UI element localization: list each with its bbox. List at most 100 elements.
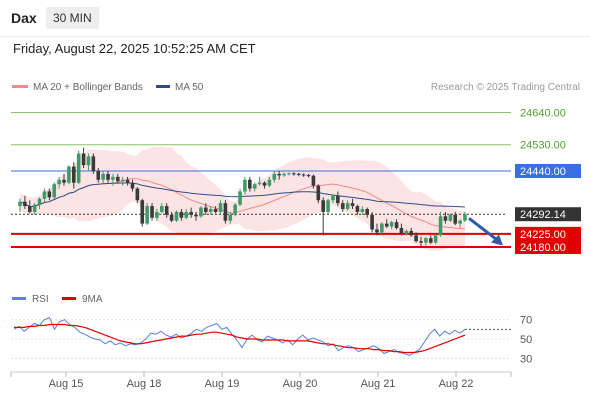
candle-body xyxy=(106,173,110,180)
rsi-legend-label: RSI xyxy=(32,294,49,305)
forecast-arrow-head xyxy=(491,234,503,246)
x-tick-label: Aug 15 xyxy=(49,378,84,390)
candle-body xyxy=(321,200,325,212)
candle-body xyxy=(443,216,448,221)
candle-body xyxy=(238,191,242,205)
rsi-panel: 70 50 30 xyxy=(11,315,532,365)
candle-body xyxy=(414,235,418,242)
candle-body xyxy=(292,173,296,175)
rsi-tick-label: 50 xyxy=(520,334,532,346)
x-tick-label: Aug 21 xyxy=(361,378,396,390)
candle-body xyxy=(243,179,247,192)
x-tick-label: Aug 20 xyxy=(283,378,318,390)
candle-body xyxy=(365,209,369,215)
level-tag-4 xyxy=(515,226,581,241)
candle-body xyxy=(111,176,115,180)
credit-label: Research © 2025 Trading Central xyxy=(431,82,580,93)
candle-body xyxy=(360,209,365,212)
level-tag-2 xyxy=(515,164,581,178)
candle-body xyxy=(438,216,443,236)
candle-body xyxy=(67,166,71,183)
candle-body xyxy=(336,195,340,204)
candle-body xyxy=(394,222,399,228)
candle-body xyxy=(204,207,208,212)
candle-body xyxy=(37,198,42,205)
candle-body xyxy=(174,211,179,221)
level-label-5: 24180.00 xyxy=(520,242,566,254)
candle-body xyxy=(135,188,140,201)
candle-body xyxy=(71,166,76,183)
candle-body xyxy=(233,204,237,215)
candle-body xyxy=(120,179,125,182)
candle-body xyxy=(453,214,458,224)
candle-body xyxy=(248,179,252,189)
candle-body xyxy=(62,179,66,183)
candle-body xyxy=(262,182,267,186)
level-label-0: 24640.00 xyxy=(520,108,566,120)
level-label-4: 24225.00 xyxy=(520,229,566,241)
symbol-title: Dax xyxy=(11,10,37,26)
candle-body xyxy=(199,207,203,217)
candle-body xyxy=(277,173,281,176)
ma20-legend-swatch xyxy=(12,85,28,88)
level-label-3: 24292.14 xyxy=(520,209,566,221)
candle-body xyxy=(389,222,394,227)
chart-datetime: Friday, August 22, 2025 10:52:25 AM CET xyxy=(13,41,256,56)
timeframe-button[interactable]: 30 MIN xyxy=(46,7,99,29)
candle-body xyxy=(145,206,149,224)
candle-body xyxy=(311,175,316,186)
level-tag-5 xyxy=(515,240,581,254)
candle-body xyxy=(125,179,130,183)
candle-body xyxy=(404,230,409,234)
ma20-legend-label: MA 20 + Bollinger Bands xyxy=(33,82,143,93)
candle-body xyxy=(252,184,257,189)
candle-body xyxy=(463,214,467,221)
candle-body xyxy=(428,238,433,243)
candle-body xyxy=(282,173,286,176)
candle-body xyxy=(316,185,321,201)
candle-body xyxy=(213,209,218,212)
candle-body xyxy=(331,195,335,201)
candle-body xyxy=(223,203,228,221)
candle-body xyxy=(116,176,120,182)
moving-average-layer xyxy=(19,178,466,230)
candle-body xyxy=(91,156,96,171)
candle-body xyxy=(424,238,428,243)
candle-body xyxy=(179,211,184,218)
candle-body xyxy=(189,211,193,215)
candle-body xyxy=(370,214,374,230)
rsi-tick-label: 70 xyxy=(520,315,532,327)
candle-body xyxy=(267,179,272,186)
candle-body xyxy=(419,241,423,243)
level-label-1: 24530.00 xyxy=(520,140,566,152)
level-lines-layer: 24640.00 24530.00 24440.00 24292.14 24225.00… xyxy=(11,108,581,254)
rsi-legend-swatch xyxy=(12,297,26,300)
ma9-line xyxy=(14,323,466,354)
level-tag-3 xyxy=(515,207,581,222)
candle-body xyxy=(86,156,91,166)
candle-body xyxy=(155,211,159,218)
candle-body xyxy=(306,175,311,177)
candle-body xyxy=(355,206,360,212)
candle-body xyxy=(160,206,164,212)
candle-body xyxy=(96,171,101,180)
candle-body xyxy=(81,153,86,166)
candle-body xyxy=(340,203,345,209)
candle-body xyxy=(228,214,233,221)
candle-body xyxy=(433,235,438,243)
ma9-legend-swatch xyxy=(62,297,76,300)
candle-body xyxy=(23,201,27,207)
candle-body xyxy=(164,206,169,215)
rsi-line xyxy=(13,317,466,356)
candle-body xyxy=(301,174,306,176)
candle-body xyxy=(296,173,301,175)
candle-body xyxy=(287,173,291,175)
candle-body xyxy=(27,206,32,212)
candle-body xyxy=(218,203,223,212)
candle-body xyxy=(380,223,384,233)
candle-body xyxy=(169,214,174,221)
forecast-arrow-layer xyxy=(468,217,503,246)
bollinger-band-layer xyxy=(20,146,465,251)
candle-body xyxy=(448,214,453,221)
